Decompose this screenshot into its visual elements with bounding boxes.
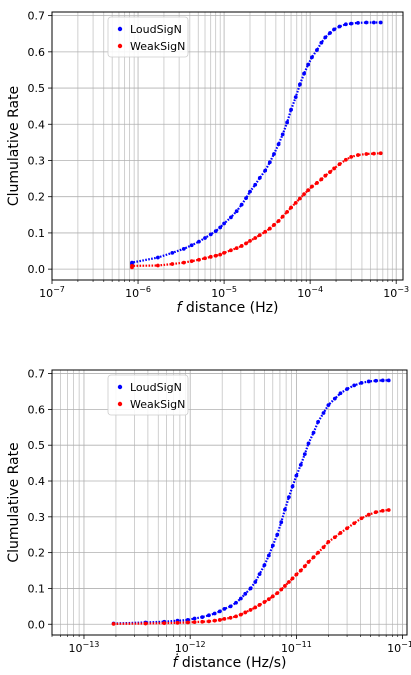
series-WeakSigN — [111, 508, 391, 626]
series-LoudSigN — [130, 20, 383, 266]
chart-fdot-distance: 10−13 10−12 10−11 10−10 0.0 0.1 0.2 0.3 0.4 0.5 0.… — [6, 368, 411, 671]
y-tick-label: 0.7 — [28, 368, 46, 381]
y-tick-label: 0.2 — [28, 191, 46, 204]
y-tick-label: 0.3 — [28, 511, 46, 524]
y-tick-label: 0.6 — [28, 403, 46, 416]
legend-marker — [117, 401, 123, 407]
y-tick-label: 0.1 — [28, 582, 46, 595]
legend-marker — [117, 26, 123, 32]
series-trace — [130, 21, 381, 265]
y-tick-label: 0.6 — [28, 46, 46, 59]
grid — [51, 370, 407, 635]
y-tick-label: 0.7 — [28, 10, 46, 23]
legend-marker — [117, 43, 123, 49]
y-tick-label: 0.4 — [28, 118, 46, 131]
legend-label: LoudSigN — [130, 381, 182, 394]
y-axis-label: Clumulative Rate — [6, 442, 22, 562]
legend-box — [107, 374, 189, 416]
y-tick-label: 0.0 — [28, 263, 46, 276]
grid — [51, 12, 403, 280]
series-trace — [130, 152, 381, 268]
y-tick-label: 0.1 — [28, 227, 46, 240]
legend-label: WeakSigN — [130, 398, 185, 411]
y-tick-label: 0.3 — [28, 154, 46, 167]
legend-marker — [117, 384, 123, 390]
legend: LoudSigN WeakSigN — [107, 16, 189, 58]
x-tick-label: 10−13 — [69, 640, 100, 655]
y-tick-label: 0.2 — [28, 547, 46, 560]
x-tick-label: 10−12 — [175, 640, 206, 655]
x-tick-label: 10−6 — [125, 285, 151, 300]
x-tick-label: 10−5 — [211, 285, 237, 300]
y-axis-label: Clumulative Rate — [6, 86, 22, 206]
series-WeakSigN — [130, 151, 383, 270]
x-tick-label: 10−3 — [383, 285, 409, 300]
y-tick-label: 0.5 — [28, 439, 46, 452]
y-tick-label: 0.4 — [28, 475, 46, 488]
axes-frame — [51, 11, 404, 281]
x-tick-label: 10−4 — [297, 285, 323, 300]
chart-f-distance: 10−7 10−6 10−5 10−4 10−3 0.0 0.1 0.2 0.3 0.4 0.5 0.… — [6, 10, 409, 316]
legend-box — [107, 16, 189, 58]
series-trace — [113, 379, 389, 625]
legend-label: WeakSigN — [130, 40, 185, 53]
x-tick-label: 10−10 — [387, 640, 411, 655]
x-tick-label: 10−7 — [39, 285, 65, 300]
x-tick-label: 10−11 — [281, 640, 312, 655]
y-tick-label: 0.5 — [28, 82, 46, 95]
series-trace — [113, 508, 389, 625]
legend-label: LoudSigN — [130, 23, 182, 36]
y-tick-label: 0.0 — [28, 618, 46, 631]
x-axis-label: ḟ distance (Hz/s) — [173, 653, 287, 671]
legend: LoudSigN WeakSigN — [107, 374, 189, 416]
axes-frame — [51, 369, 408, 636]
x-axis-label: f distance (Hz) — [177, 300, 279, 316]
